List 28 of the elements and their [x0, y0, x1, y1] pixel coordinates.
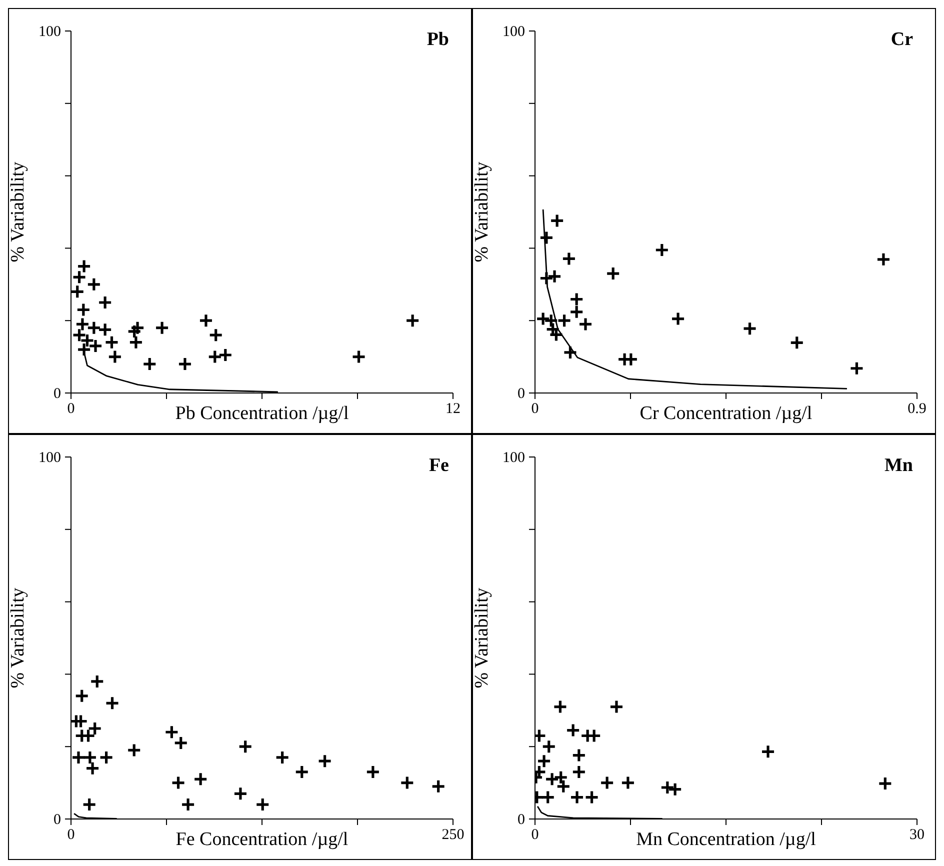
x-tick-label: 0	[67, 401, 75, 417]
y-tick-label: 100	[38, 24, 61, 40]
y-axis-title: % Variability	[8, 161, 29, 262]
y-axis-title: % Variability	[472, 161, 493, 262]
x-tick-label: 0	[67, 827, 75, 843]
y-tick-label: 0	[54, 386, 61, 402]
x-tick-label: 12	[446, 401, 460, 417]
x-tick-label: 0.9	[908, 401, 926, 417]
x-axis-title: Cr Concentration /µg/l	[640, 403, 812, 424]
x-tick-label: 30	[910, 827, 924, 843]
x-tick-label: 0	[531, 401, 539, 417]
y-axis-title: % Variability	[8, 587, 29, 688]
x-tick-label: 0	[531, 827, 539, 843]
y-tick-label: 100	[38, 450, 61, 466]
chart-title: Mn	[884, 455, 913, 477]
y-tick-label: 100	[502, 450, 525, 466]
chart-title: Cr	[890, 29, 913, 51]
x-axis-title: Fe Concentration /µg/l	[176, 829, 348, 850]
chart-title: Pb	[426, 29, 449, 51]
y-tick-label: 100	[502, 24, 525, 40]
chart-title: Fe	[428, 455, 449, 477]
y-tick-label: 0	[518, 386, 525, 402]
x-axis-title: Mn Concentration /µg/l	[636, 829, 816, 850]
x-axis-title: Pb Concentration /µg/l	[175, 403, 349, 424]
y-axis-title: % Variability	[472, 587, 493, 688]
x-tick-label: 250	[442, 827, 464, 843]
y-tick-label: 0	[54, 812, 61, 828]
y-tick-label: 0	[518, 812, 525, 828]
